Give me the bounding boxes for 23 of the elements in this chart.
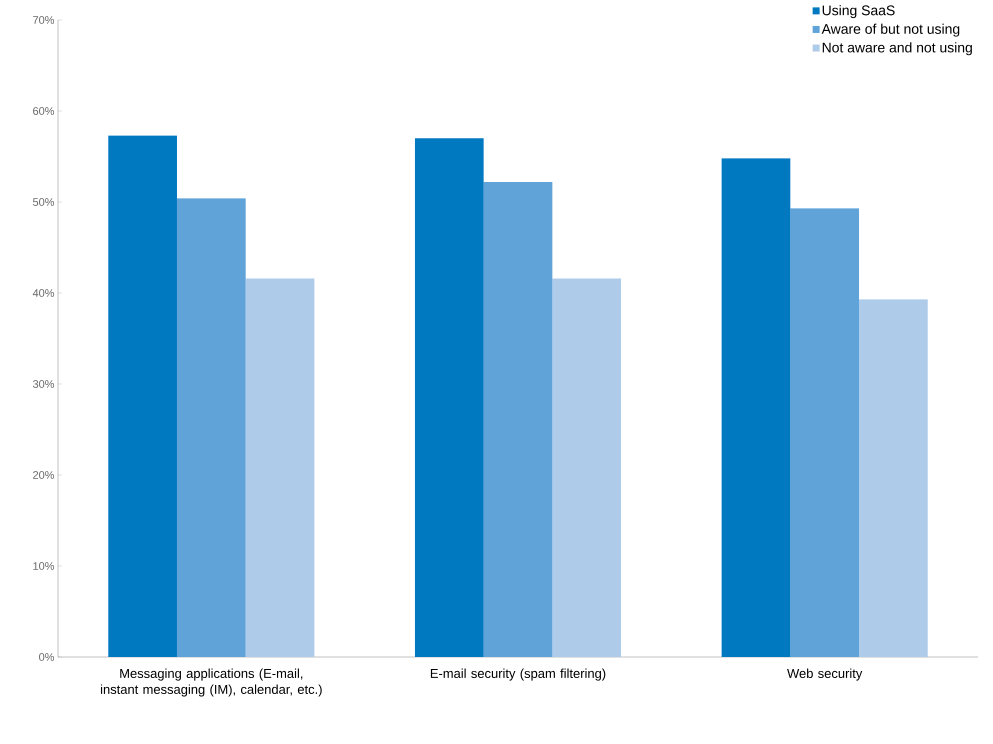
bar: [552, 278, 622, 657]
y-tick-label: 10%: [33, 562, 54, 570]
bar: [108, 136, 177, 657]
x-tick-label: Web security: [787, 668, 862, 681]
y-tick-label: 50%: [32, 198, 54, 206]
legend-label: Aware of but not using: [822, 24, 960, 37]
y-tick-label: 60%: [33, 107, 54, 115]
bar: [859, 299, 928, 657]
y-tick-label: 30%: [32, 380, 54, 388]
legend-label: Not aware and not using: [822, 42, 972, 56]
y-tick-label: 0%: [39, 653, 54, 661]
bar: [414, 138, 484, 657]
y-tick-label: 70%: [33, 16, 54, 24]
y-tick-label: 40%: [32, 289, 54, 297]
bar: [722, 158, 790, 657]
y-tick-label: 20%: [33, 471, 54, 479]
bar: [176, 198, 246, 657]
x-tick-label: E-mail security (spam filtering): [430, 668, 606, 681]
bar: [246, 278, 314, 657]
bar: [484, 182, 552, 657]
bar: [790, 208, 860, 657]
x-tick-label: Messaging applications (E-mail, instant messaging (IM), calendar, etc.): [100, 668, 322, 697]
legend-label: Using SaaS: [822, 5, 895, 18]
